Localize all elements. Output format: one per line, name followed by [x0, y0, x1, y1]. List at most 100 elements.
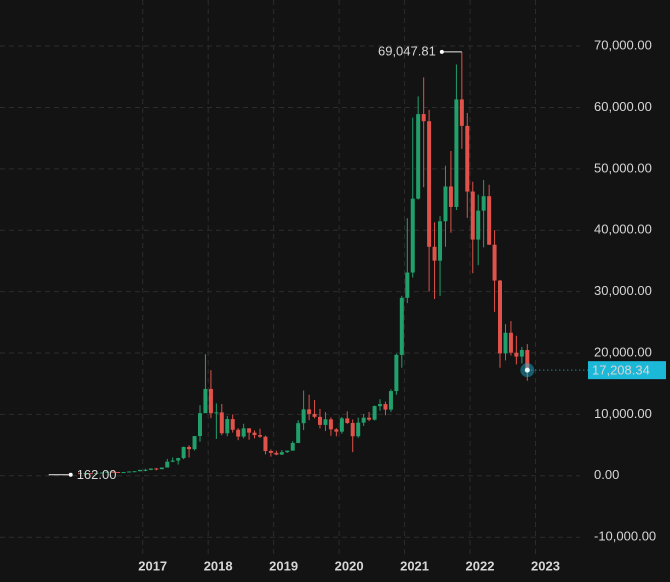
y-tick-label: -10,000.00	[594, 529, 656, 544]
candle-body	[301, 409, 306, 424]
candle-body	[405, 272, 410, 298]
y-tick-label: 10,000.00	[594, 406, 652, 421]
candle-body	[214, 412, 219, 414]
candle-body	[492, 244, 497, 281]
candle-body	[192, 436, 197, 450]
candle-body	[77, 473, 82, 475]
x-tick-label: 2018	[204, 558, 233, 573]
candle-body	[159, 467, 164, 470]
candle-body	[148, 468, 153, 470]
candle-body	[503, 332, 508, 354]
candle-body	[247, 428, 252, 433]
candle-body	[399, 297, 404, 355]
y-tick-label: 50,000.00	[594, 160, 652, 175]
candle-body	[110, 471, 115, 473]
candle-body	[197, 413, 202, 437]
candle-body	[317, 416, 322, 425]
candle-body	[334, 429, 339, 432]
y-tick-label: 70,000.00	[594, 37, 652, 52]
candle-body	[105, 471, 110, 473]
candle-body	[208, 388, 213, 414]
y-tick-label: 30,000.00	[594, 283, 652, 298]
candle-body	[241, 428, 246, 437]
candle-body	[481, 196, 486, 211]
candle-body	[312, 413, 317, 417]
candle-body	[438, 221, 443, 261]
candle-body	[421, 114, 426, 122]
low-marker-label: 162.00	[77, 467, 117, 482]
candle-body	[187, 446, 192, 450]
candle-body	[116, 471, 121, 473]
candle-body	[459, 99, 464, 126]
last-price-box	[588, 361, 666, 380]
candle-body	[263, 436, 268, 451]
candle-body	[432, 246, 437, 261]
y-tick-label: 60,000.00	[594, 99, 652, 114]
candle-body	[525, 350, 530, 371]
candle-body	[290, 442, 295, 451]
y-tick-label: 20,000.00	[594, 344, 652, 359]
candle-body	[236, 429, 241, 437]
x-tick-label: 2021	[400, 558, 429, 573]
candle-body	[394, 354, 399, 392]
candle-body	[230, 419, 235, 430]
candle-body	[410, 198, 415, 273]
candle-body	[416, 114, 421, 199]
candle-body	[274, 452, 279, 455]
candle-body	[94, 473, 99, 475]
candle-body	[127, 471, 132, 473]
candle-body	[443, 186, 448, 222]
candle-body	[323, 419, 328, 425]
candle-body	[143, 469, 148, 471]
candle-body	[427, 121, 432, 247]
candle-body	[372, 406, 377, 420]
candle-body	[225, 419, 230, 434]
candle-body	[339, 418, 344, 432]
candle-body	[268, 450, 273, 453]
candle-body	[476, 210, 481, 240]
candle-body	[514, 352, 519, 357]
candle-body	[99, 472, 104, 474]
candle-body	[252, 432, 257, 436]
candle-body	[448, 186, 453, 207]
x-tick-label: 2023	[531, 558, 560, 573]
candle-body	[219, 412, 224, 434]
candle-body	[88, 473, 93, 475]
candle-body	[361, 417, 366, 423]
candle-body	[181, 446, 186, 459]
x-tick-label: 2020	[335, 558, 364, 573]
candle-body	[165, 461, 170, 468]
candle-body	[470, 191, 475, 240]
last-price-label: 17,208.34	[592, 363, 650, 378]
candle-body	[307, 409, 312, 414]
candle-body	[176, 458, 181, 461]
candle-body	[285, 450, 290, 453]
candle-body	[83, 473, 88, 475]
candle-body	[121, 472, 126, 474]
candle-body	[345, 418, 350, 424]
candle-body	[203, 388, 208, 414]
candle-body	[258, 435, 263, 437]
candle-body	[383, 404, 388, 410]
candle-body	[388, 391, 393, 410]
candle-body	[498, 280, 503, 354]
high-marker-dot	[439, 49, 444, 54]
candle-body	[132, 471, 137, 473]
candle-body	[296, 423, 301, 443]
candle-body	[350, 423, 355, 437]
candle-body	[356, 422, 361, 437]
y-tick-label: 0.00	[594, 467, 619, 482]
low-marker-dot	[68, 472, 73, 477]
x-tick-label: 2022	[466, 558, 495, 573]
x-tick-label: 2019	[269, 558, 298, 573]
candle-body	[454, 99, 459, 207]
candle-body	[279, 452, 284, 455]
candle-body	[137, 469, 142, 472]
candle-body	[367, 417, 372, 420]
y-tick-label: 40,000.00	[594, 222, 652, 237]
x-tick-label: 2017	[138, 558, 167, 573]
high-marker-label: 69,047.81	[378, 43, 436, 58]
candle-body	[154, 468, 159, 470]
